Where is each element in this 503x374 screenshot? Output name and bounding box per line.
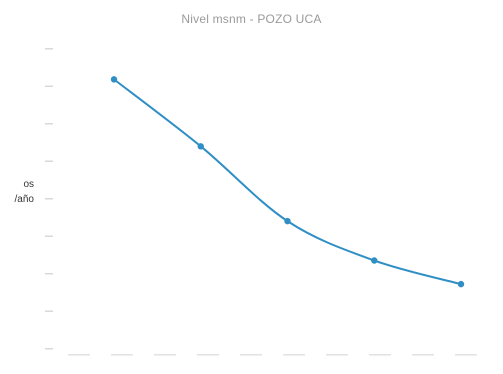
x-tick-mark: [197, 354, 219, 356]
series-line: [113, 78, 462, 286]
data-point: [110, 76, 118, 83]
y-axis-label: os /año: [0, 177, 34, 207]
x-tick-mark: [283, 354, 305, 356]
y-tick-mark: [45, 160, 53, 162]
y-tick-mark: [45, 310, 53, 312]
x-tick-mark: [154, 354, 176, 356]
x-tick-mark: [412, 354, 434, 356]
y-tick-mark: [45, 85, 53, 87]
data-point: [284, 217, 291, 225]
x-tick-mark: [369, 354, 391, 356]
x-tick-mark: [111, 354, 133, 356]
x-tick-mark: [240, 354, 262, 356]
data-point: [197, 143, 204, 150]
data-point: [371, 257, 378, 264]
y-tick-mark: [45, 198, 53, 200]
y-tick-mark: [45, 123, 53, 125]
chart-title: Nivel msnm - POZO UCA: [181, 12, 322, 26]
y-tick-mark: [45, 273, 53, 275]
y-axis-label-line-2: /año: [14, 194, 34, 205]
y-tick-mark: [45, 235, 53, 237]
y-tick-mark: [45, 348, 53, 350]
x-tick-mark: [68, 354, 90, 356]
x-tick-mark: [455, 354, 477, 356]
y-tick-mark: [45, 48, 53, 50]
y-axis-label-line-1: os: [23, 179, 34, 190]
x-tick-mark: [326, 354, 348, 356]
data-point: [457, 280, 465, 288]
